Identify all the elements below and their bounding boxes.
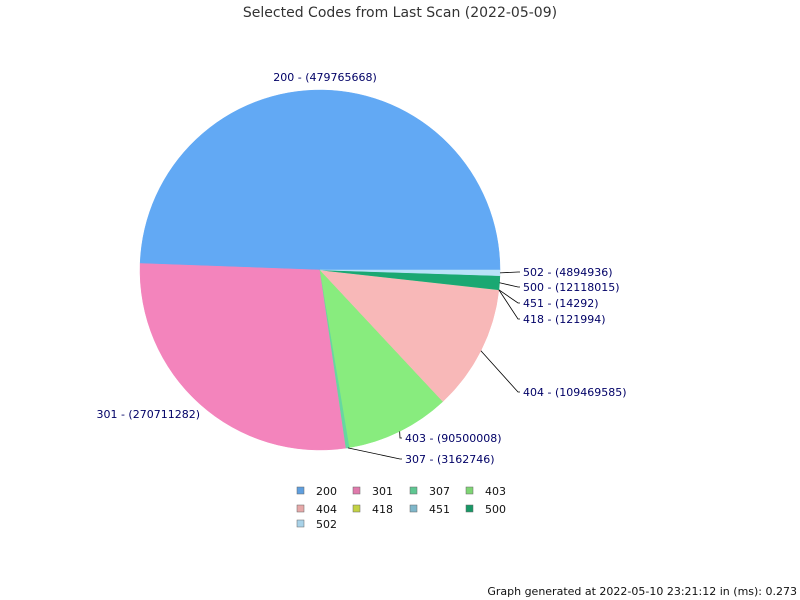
pie-slice-404 xyxy=(319,269,500,402)
legend-item-200: 200 xyxy=(296,485,337,498)
slice-label-403: 403 - (90500008) xyxy=(405,432,502,445)
legend-swatch-301 xyxy=(352,486,361,495)
legend-item-307: 307 xyxy=(409,485,450,498)
legend-swatch-404 xyxy=(296,504,305,513)
legend: 200 301 307 403 404 418 451 500 502 xyxy=(296,485,506,531)
pie-slice-200 xyxy=(139,89,501,271)
slice-leader-lines xyxy=(347,271,520,460)
legend-swatch-307 xyxy=(409,486,418,495)
pie-slices xyxy=(139,89,501,451)
legend-swatch-418 xyxy=(352,504,361,513)
leader-line-500 xyxy=(499,282,520,288)
slice-label-502: 502 - (4894936) xyxy=(523,266,613,279)
slice-label-418: 418 - (121994) xyxy=(523,313,606,326)
legend-item-403: 403 xyxy=(465,485,506,498)
slice-label-307: 307 - (3162746) xyxy=(405,453,495,466)
legend-item-500: 500 xyxy=(465,503,506,516)
generated-footer: Graph generated at 2022-05-10 23:21:12 i… xyxy=(487,585,797,598)
pie-slice-301 xyxy=(139,263,347,451)
leader-line-403 xyxy=(399,431,402,439)
slice-label-451: 451 - (14292) xyxy=(523,297,599,310)
legend-label-404: 404 xyxy=(316,503,337,516)
legend-label-500: 500 xyxy=(485,503,506,516)
leader-line-451 xyxy=(498,289,520,304)
legend-item-301: 301 xyxy=(352,485,393,498)
leader-line-502 xyxy=(499,271,520,274)
legend-swatch-502 xyxy=(296,519,305,528)
legend-swatch-451 xyxy=(409,504,418,513)
legend-item-404: 404 xyxy=(296,503,337,516)
pie-slice-403 xyxy=(319,269,444,448)
slice-label-500: 500 - (12118015) xyxy=(523,281,620,294)
legend-label-200: 200 xyxy=(316,485,337,498)
chart-title: Selected Codes from Last Scan (2022-05-0… xyxy=(243,5,557,21)
legend-label-403: 403 xyxy=(485,485,506,498)
slice-label-404: 404 - (109469585) xyxy=(523,386,627,399)
legend-label-502: 502 xyxy=(316,518,337,531)
legend-label-451: 451 xyxy=(429,503,450,516)
legend-swatch-500 xyxy=(465,504,474,513)
pie-slice-502 xyxy=(319,269,501,276)
legend-item-502: 502 xyxy=(296,518,337,531)
slice-labels: 200 - (479765668) 301 - (270711282) 307 - … xyxy=(96,71,626,466)
legend-swatch-200 xyxy=(296,486,305,495)
legend-label-307: 307 xyxy=(429,485,450,498)
slice-label-301: 301 - (270711282) xyxy=(96,408,200,421)
leader-line-307 xyxy=(347,447,402,460)
legend-label-418: 418 xyxy=(372,503,393,516)
legend-item-451: 451 xyxy=(409,503,450,516)
leader-line-418 xyxy=(498,289,520,320)
leader-line-404 xyxy=(480,350,520,393)
slice-label-200: 200 - (479765668) xyxy=(273,71,377,84)
legend-label-301: 301 xyxy=(372,485,393,498)
legend-item-418: 418 xyxy=(352,503,393,516)
legend-swatch-403 xyxy=(465,486,474,495)
